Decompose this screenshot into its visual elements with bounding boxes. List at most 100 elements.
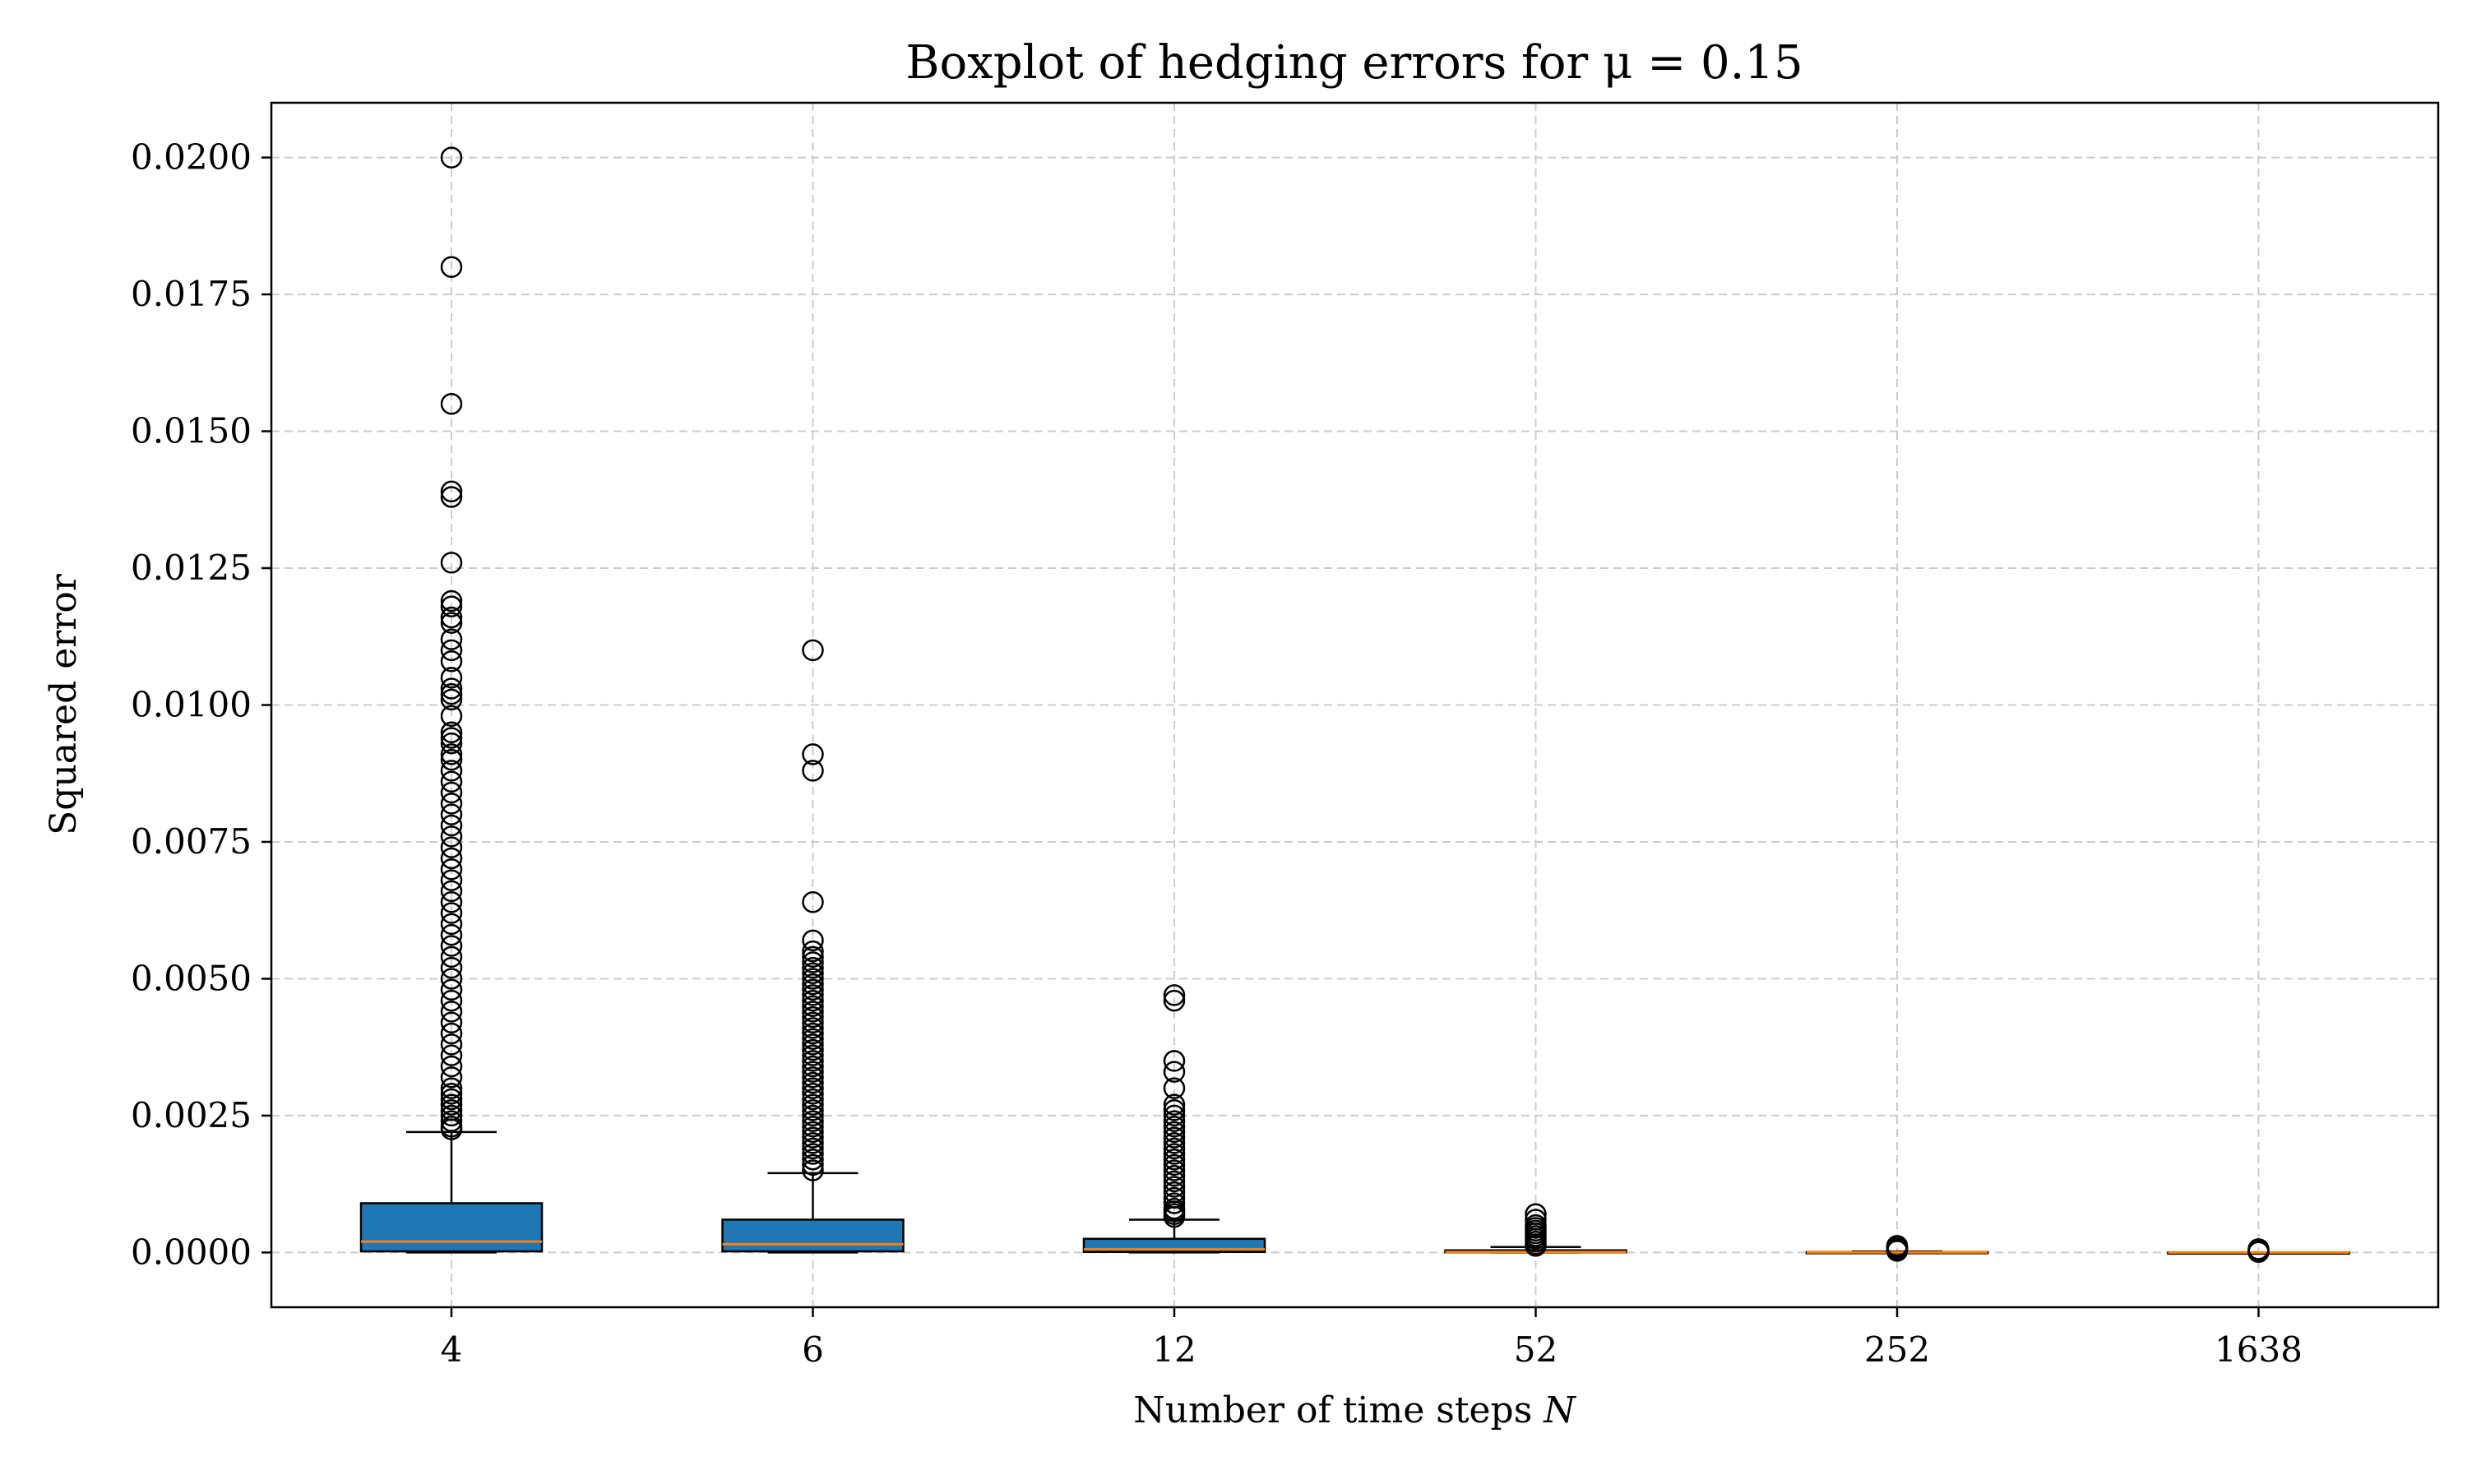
outlier-point <box>440 890 463 913</box>
outlier-point <box>440 639 463 662</box>
grid-layer <box>271 103 2438 1307</box>
outlier-point <box>440 913 463 936</box>
x-axis-label: Number of time steps N <box>1133 1389 1576 1431</box>
outlier-point <box>802 984 824 1006</box>
outlier-point <box>802 639 824 662</box>
outlier-point <box>440 1093 463 1116</box>
outlier-point <box>440 945 463 969</box>
x-tick-label: 1638 <box>2215 1329 2303 1370</box>
outlier-point <box>802 1131 824 1154</box>
outlier-point <box>802 1011 824 1033</box>
outlier-point <box>440 666 463 689</box>
outlier-point <box>1163 989 1186 1012</box>
box-iqr <box>359 1202 544 1253</box>
outlier-point <box>440 923 463 946</box>
outlier-point <box>802 1153 824 1177</box>
outlier-point <box>440 1104 463 1127</box>
outlier-point <box>440 869 463 891</box>
outlier-point <box>440 760 463 782</box>
outlier-point <box>440 677 463 700</box>
outlier-point <box>802 1116 824 1138</box>
outlier-point <box>802 978 824 1001</box>
outlier-point <box>440 1110 463 1132</box>
outlier-point <box>440 1077 463 1099</box>
outlier-point <box>1163 1143 1186 1165</box>
box-group-1638 <box>2167 1238 2350 1263</box>
outlier-point <box>440 825 463 848</box>
outlier-point <box>440 1118 463 1140</box>
outlier-point <box>440 650 463 673</box>
outlier-point <box>440 486 463 508</box>
outlier-point <box>802 989 824 1012</box>
outlier-point <box>802 1050 824 1072</box>
y-tick-label: 0.0150 <box>131 411 252 451</box>
box-group-252 <box>1805 1235 1989 1262</box>
outlier-point <box>440 1022 463 1045</box>
box-group-4 <box>359 146 544 1254</box>
y-tick-label: 0.0200 <box>131 137 252 178</box>
outlier-point <box>440 552 463 574</box>
x-axis-label-variable: N <box>1543 1389 1576 1431</box>
outlier-point <box>440 606 463 629</box>
outlier-point <box>802 890 824 913</box>
tick-layer: 0.0000 0.0025 0.0050 0.0075 0.0100 0.0125 0.01… <box>131 137 2303 1370</box>
outlier-point <box>1163 1148 1186 1171</box>
outlier-point <box>440 732 463 755</box>
outlier-point <box>440 858 463 881</box>
outlier-point <box>1163 1153 1186 1177</box>
outlier-point <box>440 956 463 979</box>
outlier-point <box>440 793 463 815</box>
outlier-point <box>440 847 463 870</box>
box-layer <box>359 146 2350 1263</box>
outlier-point <box>1163 1099 1186 1121</box>
outlier-point <box>440 1011 463 1033</box>
outlier-point <box>1163 1093 1186 1116</box>
outlier-point <box>802 968 824 990</box>
outlier-point <box>802 1093 824 1116</box>
outlier-point <box>802 1077 824 1099</box>
outlier-point <box>802 1110 824 1132</box>
x-tick-label: 52 <box>1514 1329 1557 1370</box>
outlier-point <box>1163 1137 1186 1160</box>
outlier-point <box>1163 1192 1186 1214</box>
outlier-point <box>1163 1104 1186 1127</box>
outlier-point <box>440 743 463 765</box>
outlier-point <box>802 995 824 1017</box>
y-tick-label: 0.0125 <box>131 548 252 588</box>
outlier-point <box>802 1044 824 1066</box>
outlier-point <box>802 1066 824 1089</box>
outlier-point <box>1163 1061 1186 1083</box>
outlier-point <box>802 1159 824 1181</box>
outlier-point <box>2247 1241 2270 1263</box>
outlier-point <box>440 1066 463 1089</box>
outlier-point <box>1525 1235 1547 1257</box>
outlier-point <box>802 1126 824 1149</box>
y-tick-label: 0.0025 <box>131 1095 252 1135</box>
outlier-point <box>440 480 463 503</box>
outlier-point <box>440 902 463 924</box>
y-tick-label: 0.0175 <box>131 274 252 314</box>
outlier-point <box>440 682 463 705</box>
outlier-point <box>802 945 824 969</box>
outlier-point <box>1163 1170 1186 1193</box>
outlier-point <box>440 628 463 650</box>
outlier-point <box>440 836 463 858</box>
outlier-point <box>440 1055 463 1078</box>
outlier-point <box>802 1022 824 1045</box>
outlier-point <box>802 1071 824 1094</box>
outlier-point <box>802 1028 824 1050</box>
y-tick-label: 0.0075 <box>131 821 252 862</box>
outlier-point <box>440 748 463 771</box>
box-group-12 <box>1082 984 1266 1254</box>
box-group-6 <box>721 639 905 1254</box>
outlier-point <box>440 1033 463 1056</box>
x-tick-label: 4 <box>441 1329 463 1370</box>
box-iqr <box>721 1218 905 1253</box>
outlier-point <box>1163 1050 1186 1072</box>
outlier-point <box>440 935 463 957</box>
outlier-point <box>440 781 463 804</box>
y-axis-label: Squared error <box>43 573 85 835</box>
outlier-point <box>802 1083 824 1105</box>
outlier-point <box>802 743 824 765</box>
